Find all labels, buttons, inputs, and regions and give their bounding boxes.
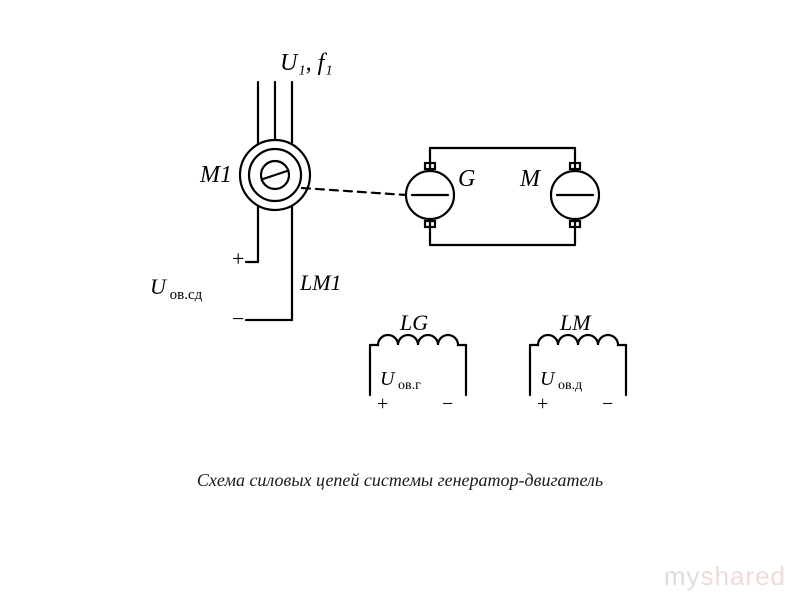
svg-text:−: − [602, 393, 613, 415]
svg-text:−: − [442, 393, 453, 415]
svg-text:LM: LM [559, 310, 592, 335]
circuit-svg: U₁, f₁M1LM1GMLGLMU ов.сдU ов.гU ов.д+−+−… [0, 0, 800, 600]
svg-text:LG: LG [399, 310, 428, 335]
svg-text:U ов.сд: U ов.сд [150, 274, 203, 303]
svg-text:+: + [232, 246, 244, 271]
svg-text:M: M [519, 166, 542, 192]
figure-caption: Схема силовых цепей системы генератор-дв… [0, 470, 800, 491]
svg-text:+: + [377, 393, 388, 415]
svg-text:U ов.г: U ов.г [380, 368, 421, 393]
svg-text:U ов.д: U ов.д [540, 368, 582, 393]
diagram-stage: U₁, f₁M1LM1GMLGLMU ов.сдU ов.гU ов.д+−+−… [0, 0, 800, 600]
watermark-accent: shared [701, 561, 787, 591]
svg-text:LM1: LM1 [299, 270, 342, 295]
svg-text:G: G [458, 166, 475, 192]
svg-text:−: − [232, 306, 244, 331]
watermark-plain: my [664, 561, 701, 591]
watermark: myshared [664, 561, 786, 592]
svg-text:+: + [537, 393, 548, 415]
svg-text:U₁, f₁: U₁, f₁ [280, 50, 333, 76]
svg-text:M1: M1 [199, 162, 232, 188]
